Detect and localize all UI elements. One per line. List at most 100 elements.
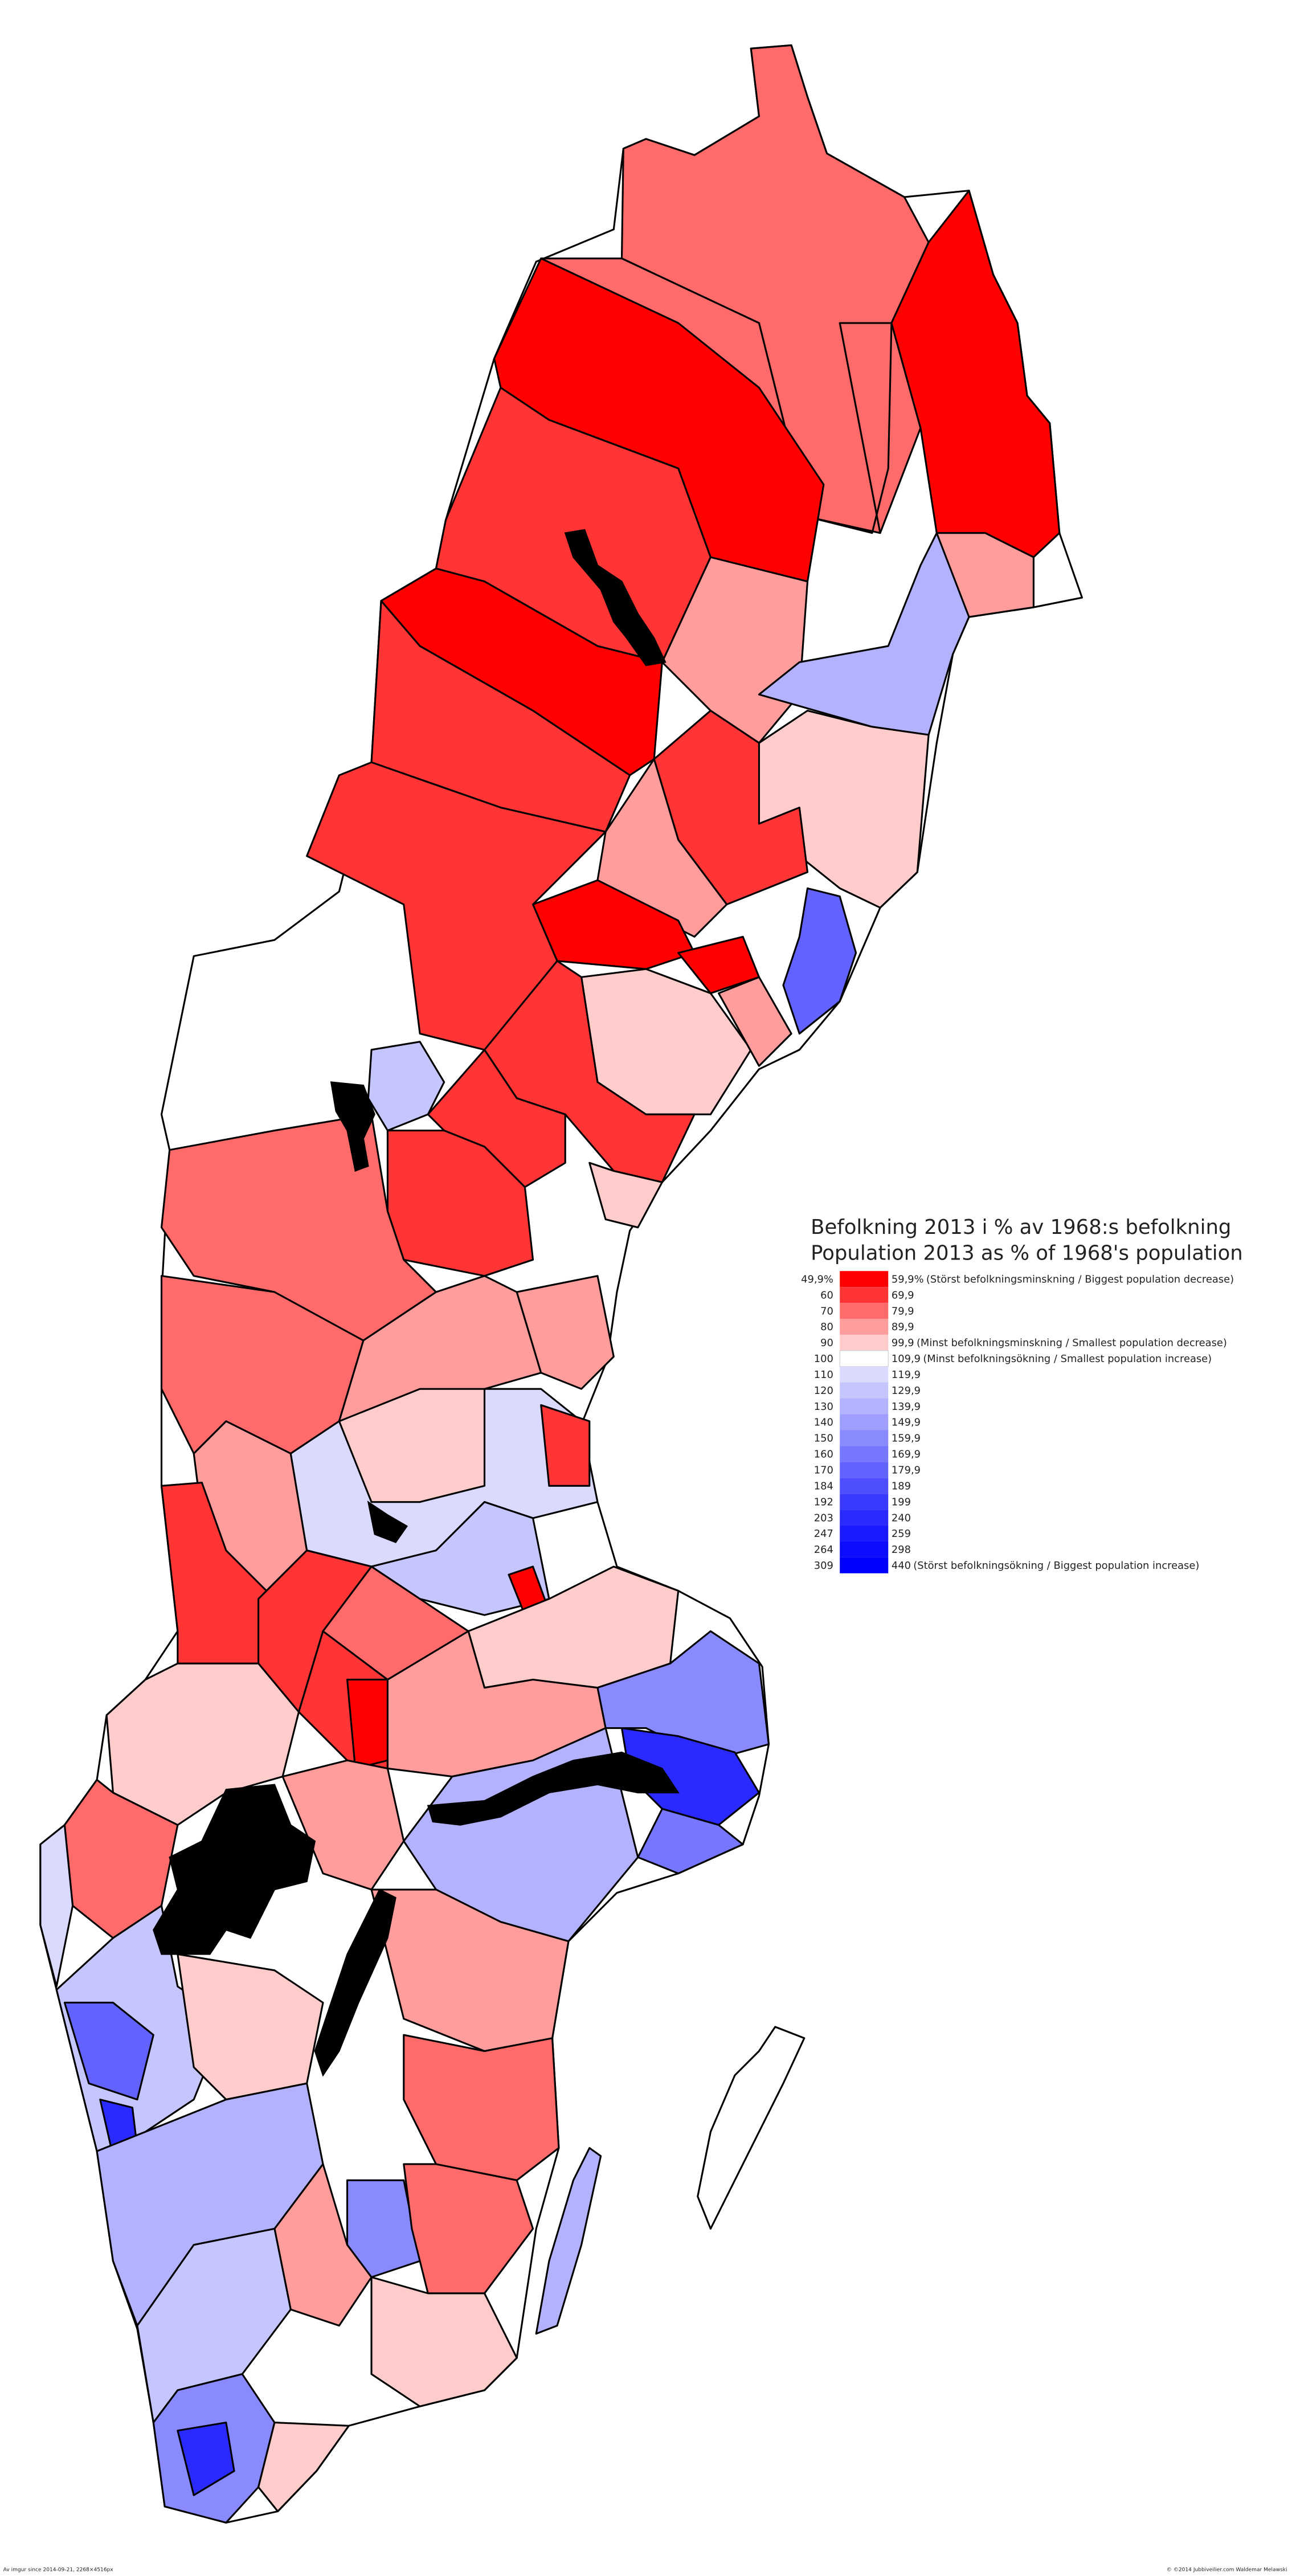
legend-to: 119,9 [892, 1369, 921, 1381]
legend-from: 160 [814, 1449, 833, 1461]
legend-swatch [840, 1271, 889, 1287]
legend-swatch [840, 1510, 889, 1526]
legend-to-value: 129,9 [892, 1385, 921, 1397]
legend-swatch [840, 1366, 889, 1383]
region [516, 1275, 615, 1390]
legend-from: 100 [814, 1353, 833, 1365]
legend-swatch [840, 1526, 889, 1541]
legend-from: 49,9% [801, 1273, 833, 1285]
lake [427, 1751, 680, 1826]
region [758, 532, 970, 736]
region [257, 2422, 350, 2513]
legend-to: 59,9% (Störst befolkningsminskning / Bigg… [892, 1273, 1234, 1285]
legend-note: (Minst befolkningsminskning / Smallest p… [917, 1337, 1227, 1349]
region [177, 2422, 235, 2496]
legend-to: 149,9 [892, 1417, 921, 1429]
region [63, 2001, 154, 2101]
legend-to-value: 159,9 [892, 1433, 921, 1445]
legend-to: 189 [892, 1480, 911, 1492]
legend: Befolkning 2013 i % av 1968:s befolkning… [801, 1216, 1243, 1573]
legend-from: 247 [814, 1528, 833, 1540]
legend-to-value: 189 [892, 1480, 911, 1492]
legend-swatch [840, 1382, 889, 1399]
legend-from: 120 [814, 1385, 833, 1397]
legend-swatch [840, 1478, 889, 1494]
legend-to: 199 [892, 1496, 911, 1508]
region [370, 1501, 550, 1616]
legend-to-value: 119,9 [892, 1369, 921, 1381]
legend-to: 99,9 (Minst befolkningsminskning / Smalle… [892, 1337, 1227, 1349]
region [596, 1630, 770, 1761]
region [346, 1678, 389, 1769]
legend-to: 69,9 [892, 1289, 914, 1301]
legend-swatch [840, 1541, 889, 1557]
legend-note: (Minst befolkningsökning / Smallest popu… [923, 1353, 1212, 1365]
region [346, 2179, 421, 2278]
legend-from: 110 [814, 1369, 833, 1381]
legend-to-value: 149,9 [892, 1417, 921, 1429]
legend-to: 179,9 [892, 1465, 921, 1477]
legend-swatch [840, 1557, 889, 1573]
legend-from: 90 [820, 1337, 833, 1349]
legend-from: 184 [814, 1480, 833, 1492]
legend-to-value: 199 [892, 1496, 911, 1508]
legend-to-value: 240 [892, 1512, 911, 1524]
legend-swatch [840, 1319, 889, 1335]
footer-right: © ©2014 Jubbiveilier.com Waldemar Melaws… [1167, 2567, 1287, 2573]
region [403, 2163, 534, 2295]
legend-to-value: 109,9 [892, 1353, 921, 1365]
legend-from: 203 [814, 1512, 833, 1524]
region [540, 1404, 591, 1487]
legend-to-value: 59,9% [892, 1273, 924, 1285]
legend-to: 89,9 [892, 1321, 914, 1333]
legend-from: 192 [814, 1496, 833, 1508]
legend-swatch [840, 1303, 889, 1319]
legend-from: 264 [814, 1544, 833, 1556]
legend-to: 159,9 [892, 1433, 921, 1445]
legend-title: Befolkning 2013 i % av 1968:s befolkning [811, 1216, 1231, 1239]
region [403, 2034, 560, 2181]
legend-to: 440 (Störst befolkningsökning / Biggest p… [892, 1560, 1199, 1572]
legend-to: 139,9 [892, 1401, 921, 1413]
legend-to-value: 169,9 [892, 1449, 921, 1461]
island-gotland [697, 2026, 806, 2230]
legend-swatch [840, 1287, 889, 1303]
legend-from: 80 [820, 1321, 833, 1333]
region [338, 1388, 486, 1503]
legend-swatch [840, 1430, 889, 1446]
lake [153, 1784, 316, 1955]
legend-from: 150 [814, 1433, 833, 1445]
legend-swatch [840, 1398, 889, 1414]
legend-swatch [840, 1462, 889, 1478]
legend-to: 129,9 [892, 1385, 921, 1397]
legend-note: (Störst befolkningsökning / Biggest popu… [913, 1560, 1199, 1572]
footer-left: Av imgur since 2014-09-21, 2268×4516px [3, 2567, 114, 2573]
region [718, 976, 792, 1067]
legend-from: 130 [814, 1401, 833, 1413]
region [782, 887, 857, 1035]
region [39, 1824, 74, 1988]
legend-from: 70 [820, 1305, 833, 1317]
legend-to-value: 139,9 [892, 1401, 921, 1413]
lake [330, 1081, 375, 1172]
legend-to: 109,9 (Minst befolkningsökning / Smallest… [892, 1353, 1212, 1365]
legend-to-value: 99,9 [892, 1337, 914, 1349]
legend-to: 240 [892, 1512, 911, 1524]
region [588, 1162, 663, 1229]
legend-subtitle: Population 2013 as % of 1968's populatio… [811, 1241, 1243, 1265]
legend-swatch [839, 1350, 889, 1367]
legend-swatch [840, 1494, 889, 1510]
legend-swatch [840, 1414, 889, 1430]
legend-from: 140 [814, 1417, 833, 1429]
legend-to-value: 298 [892, 1544, 911, 1556]
legend-to: 298 [892, 1544, 911, 1556]
region [386, 1630, 607, 1778]
legend-swatch [840, 1334, 889, 1351]
legend-from: 60 [820, 1289, 833, 1301]
legend-to-value: 69,9 [892, 1289, 914, 1301]
legend-to: 259 [892, 1528, 911, 1540]
legend-note: (Störst befolkningsminskning / Biggest p… [926, 1273, 1234, 1285]
lake [367, 1500, 408, 1543]
